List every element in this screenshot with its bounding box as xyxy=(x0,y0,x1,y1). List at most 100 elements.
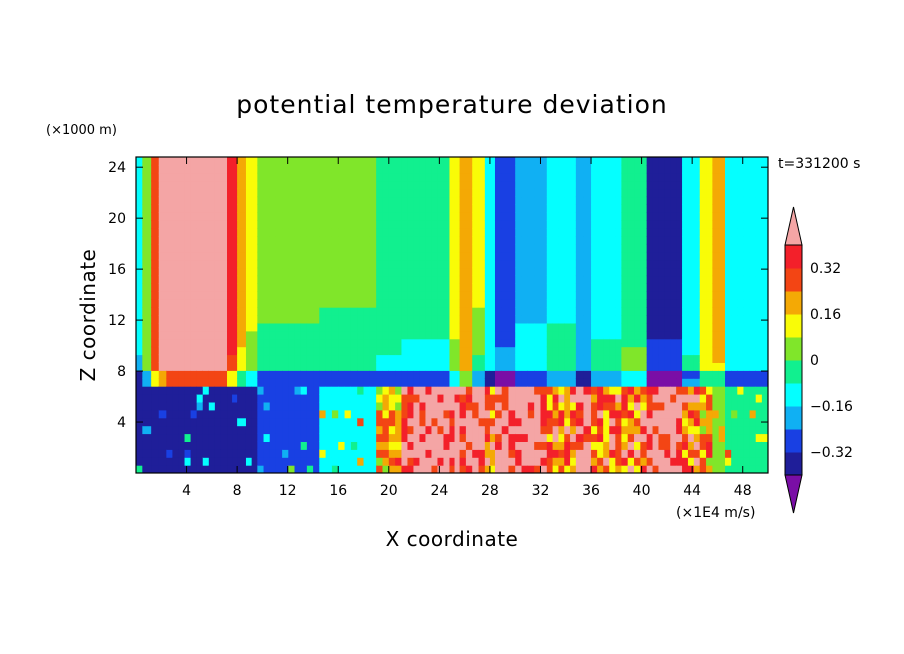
contour-cell xyxy=(634,228,641,237)
contour-cell xyxy=(136,433,143,442)
contour-cell xyxy=(682,243,689,253)
contour-cell xyxy=(338,204,346,213)
contour-cell xyxy=(288,362,296,371)
contour-cell xyxy=(319,212,327,221)
contour-cell xyxy=(484,196,491,205)
contour-cell xyxy=(670,204,677,213)
contour-cell xyxy=(382,267,390,277)
contour-cell xyxy=(749,409,757,419)
contour-cell xyxy=(472,212,480,221)
contour-cell xyxy=(646,378,654,387)
contour-cell xyxy=(245,267,253,277)
contour-cell xyxy=(294,275,302,284)
contour-cell xyxy=(257,401,265,411)
contour-cell xyxy=(388,180,396,190)
contour-cell xyxy=(621,362,629,371)
contour-cell xyxy=(369,409,377,419)
contour-cell xyxy=(395,267,403,277)
contour-cell xyxy=(431,354,439,363)
contour-cell xyxy=(202,204,210,213)
contour-cell xyxy=(570,433,577,442)
contour-cell xyxy=(319,267,327,277)
contour-cell xyxy=(288,243,296,253)
contour-cell xyxy=(546,322,554,332)
contour-cell xyxy=(615,378,622,387)
contour-cell xyxy=(300,228,308,237)
contour-cell xyxy=(743,425,751,435)
contour-cell xyxy=(431,417,439,427)
contour-cell xyxy=(306,283,314,292)
contour-cell xyxy=(664,465,671,473)
contour-cell xyxy=(570,409,577,419)
contour-cell xyxy=(693,157,701,166)
contour-cell xyxy=(552,259,560,269)
contour-cell xyxy=(306,188,314,198)
contour-cell xyxy=(670,291,677,300)
contour-cell xyxy=(494,417,503,427)
contour-cell xyxy=(658,465,665,473)
contour-cell xyxy=(395,338,403,348)
contour-cell xyxy=(136,243,143,253)
contour-cell xyxy=(269,236,277,245)
contour-cell xyxy=(319,322,327,332)
contour-cell xyxy=(546,433,554,442)
contour-cell xyxy=(232,433,238,442)
contour-cell xyxy=(369,259,377,269)
contour-cell xyxy=(621,180,629,190)
contour-cell xyxy=(363,354,371,363)
contour-cell xyxy=(269,315,277,324)
contour-cell xyxy=(459,180,467,190)
contour-cell xyxy=(269,172,277,182)
contour-cell xyxy=(288,299,296,308)
contour-cell xyxy=(484,228,491,237)
contour-cell xyxy=(558,394,565,403)
contour-cell xyxy=(178,441,186,450)
contour-cell xyxy=(184,425,192,435)
contour-cell xyxy=(682,291,689,300)
contour-cell xyxy=(621,378,629,387)
contour-cell xyxy=(472,307,480,316)
contour-cell xyxy=(363,409,371,419)
contour-cell xyxy=(184,196,192,205)
contour-cell xyxy=(184,401,192,411)
contour-cell xyxy=(583,449,592,458)
contour-cell xyxy=(699,409,707,419)
contour-cell xyxy=(737,354,745,363)
contour-cell xyxy=(214,338,222,348)
contour-cell xyxy=(575,338,585,348)
contour-cell xyxy=(552,172,560,182)
contour-cell xyxy=(546,180,554,190)
contour-cell xyxy=(190,370,198,379)
contour-cell xyxy=(178,354,186,363)
contour-cell xyxy=(478,433,486,442)
contour-cell xyxy=(232,180,238,190)
contour-cell xyxy=(151,228,160,237)
contour-cell xyxy=(546,196,554,205)
contour-cell xyxy=(449,409,456,419)
contour-cell xyxy=(151,275,160,284)
contour-cell xyxy=(245,164,253,174)
contour-cell xyxy=(534,172,542,182)
contour-cell xyxy=(172,362,180,371)
contour-cell xyxy=(313,164,320,174)
contour-cell xyxy=(208,164,216,174)
contour-cell xyxy=(583,378,592,387)
contour-cell xyxy=(363,157,371,166)
contour-cell xyxy=(609,220,616,229)
contour-cell xyxy=(687,370,695,379)
contour-cell xyxy=(552,251,560,261)
contour-cell xyxy=(521,243,529,253)
contour-cell xyxy=(534,157,542,166)
contour-cell xyxy=(489,307,496,316)
contour-cell xyxy=(306,378,314,387)
contour-cell xyxy=(245,441,253,450)
contour-cell xyxy=(646,354,654,363)
contour-cell xyxy=(257,188,265,198)
contour-cell xyxy=(413,172,421,182)
contour-cell xyxy=(388,409,396,419)
contour-cell xyxy=(489,243,496,253)
contour-cell xyxy=(202,164,210,174)
contour-cell xyxy=(687,330,695,340)
contour-cell xyxy=(306,409,314,419)
contour-cell xyxy=(640,236,648,245)
